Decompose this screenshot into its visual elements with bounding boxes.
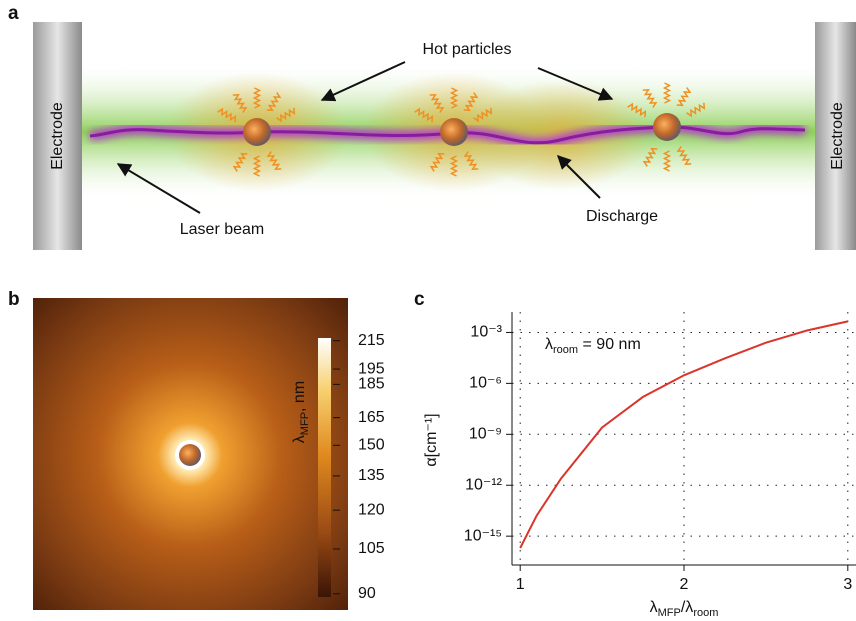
colorbar-label: λMFP, nm — [291, 381, 311, 443]
colorbar-tick-label: 105 — [358, 540, 385, 557]
squiggle — [429, 93, 445, 113]
colorbar-tick-label: 215 — [358, 332, 385, 349]
annotation-part: λ — [545, 336, 553, 353]
squiggle — [662, 150, 672, 172]
laser-beam-label: Laser beam — [180, 221, 265, 238]
squiggle — [686, 102, 706, 118]
colorbar-tick-label: 120 — [358, 501, 385, 518]
hot-particle — [653, 113, 681, 141]
squiggle — [232, 152, 248, 172]
x-axis-label-part: /λ — [681, 599, 693, 616]
arrow — [320, 61, 406, 102]
x-axis-label-part: MFP — [658, 607, 681, 619]
x-tick-label: 1 — [516, 576, 525, 593]
squiggle — [662, 82, 672, 104]
discharge-label: Discharge — [586, 208, 658, 225]
electrode-label: Electrode — [49, 102, 66, 170]
x-axis-label-part: room — [693, 607, 718, 619]
arrow — [537, 67, 614, 101]
arrow — [557, 155, 601, 199]
squiggle — [642, 88, 658, 108]
y-tick-label: 10⁻³ — [470, 324, 502, 341]
colorbar-tick-label: 150 — [358, 437, 385, 454]
squiggle — [266, 92, 282, 112]
squiggle — [232, 93, 248, 113]
electrode-label: Electrode — [829, 102, 846, 170]
squiggle — [463, 92, 479, 112]
electrode — [33, 22, 82, 250]
colorbar — [318, 338, 331, 597]
colorbar-tick-label: 195 — [358, 360, 385, 377]
panel-label: a — [8, 3, 19, 24]
squiggle — [627, 102, 647, 118]
y-axis-label: α[cm⁻¹] — [423, 413, 440, 466]
squiggle — [252, 155, 262, 177]
electrode — [815, 22, 856, 250]
laser-beam — [89, 125, 806, 145]
x-axis-label: λMFP/λroom — [650, 599, 719, 619]
squiggle — [676, 87, 692, 107]
colorbar-label-part: , nm — [291, 381, 308, 412]
colorbar-tick-label: 90 — [358, 585, 376, 602]
panel-label: b — [8, 289, 20, 310]
squiggle — [414, 107, 434, 123]
x-tick-label: 2 — [680, 576, 689, 593]
y-tick-label: 10⁻⁶ — [469, 375, 502, 392]
annotation-part: = 90 nm — [578, 336, 641, 353]
squiggle — [266, 151, 282, 171]
squiggle — [217, 107, 237, 123]
colorbar-tick-label: 165 — [358, 409, 385, 426]
colorbar-label-part: MFP — [299, 412, 311, 435]
hot-particle — [440, 118, 468, 146]
annotation: λroom = 90 nm — [545, 336, 641, 356]
x-axis-label-part: λ — [650, 599, 658, 616]
squiggle — [463, 151, 479, 171]
y-tick-label: 10⁻¹⁵ — [464, 527, 502, 544]
squiggle — [449, 155, 459, 177]
arrow — [116, 163, 201, 214]
panel-c: c α[cm⁻¹] 1 2 310⁻¹⁵10⁻¹²10⁻⁹10⁻⁶10⁻³λroom… — [414, 289, 856, 619]
panel-a: a Electrode Electrode Hot particles Lase… — [8, 3, 856, 250]
colorbar-tick-label: 135 — [358, 467, 385, 484]
panel-label: c — [414, 289, 425, 310]
y-tick-label: 10⁻⁹ — [469, 426, 502, 443]
emission — [217, 82, 706, 177]
squiggle — [429, 152, 445, 172]
hot-particles-label: Hot particles — [423, 41, 512, 58]
colorbar-tick-label: 185 — [358, 376, 385, 393]
squiggle — [252, 87, 262, 109]
curve — [519, 320, 849, 549]
squiggle — [449, 87, 459, 109]
squiggle — [473, 107, 493, 123]
colorbar-label-part: λ — [291, 435, 308, 443]
y-tick-label: 10⁻¹² — [465, 476, 503, 493]
squiggle — [642, 147, 658, 167]
particle — [179, 444, 201, 466]
annotation-part: room — [553, 344, 578, 356]
squiggle — [676, 146, 692, 166]
hot-particle — [243, 118, 271, 146]
squiggle — [276, 107, 296, 123]
x-tick-label: 3 — [843, 576, 852, 593]
